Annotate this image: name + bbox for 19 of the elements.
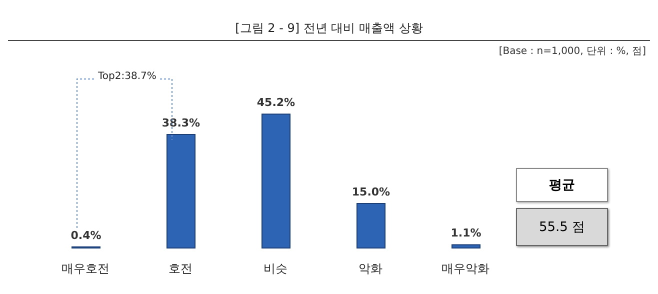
bar (452, 244, 480, 248)
text: 평균 (516, 168, 608, 202)
x-tick-label: 비슷 (264, 262, 288, 276)
text: 55.5 점 (516, 208, 608, 246)
data-label: 0.4% (70, 228, 102, 242)
data-label: 1.1% (450, 226, 482, 240)
x-tick-label: 매우악화 (442, 262, 490, 276)
bar (356, 203, 386, 248)
x-tick-label: 호전 (168, 262, 192, 276)
data-label: 45.2% (256, 96, 296, 110)
x-tick-label: 악화 (358, 262, 382, 276)
x-tick-label: 매우호전 (62, 262, 110, 276)
bar (262, 114, 290, 248)
text: Top2:38.7% (96, 71, 158, 82)
bar (166, 134, 196, 248)
chart-title: [그림 2 - 9] 전년 대비 매출액 상황 (234, 20, 424, 37)
data-label: 38.3% (162, 116, 200, 130)
text: [Base : n=1,000, 단위 : %, 점] (498, 45, 646, 58)
data-label: 15.0% (352, 186, 390, 199)
